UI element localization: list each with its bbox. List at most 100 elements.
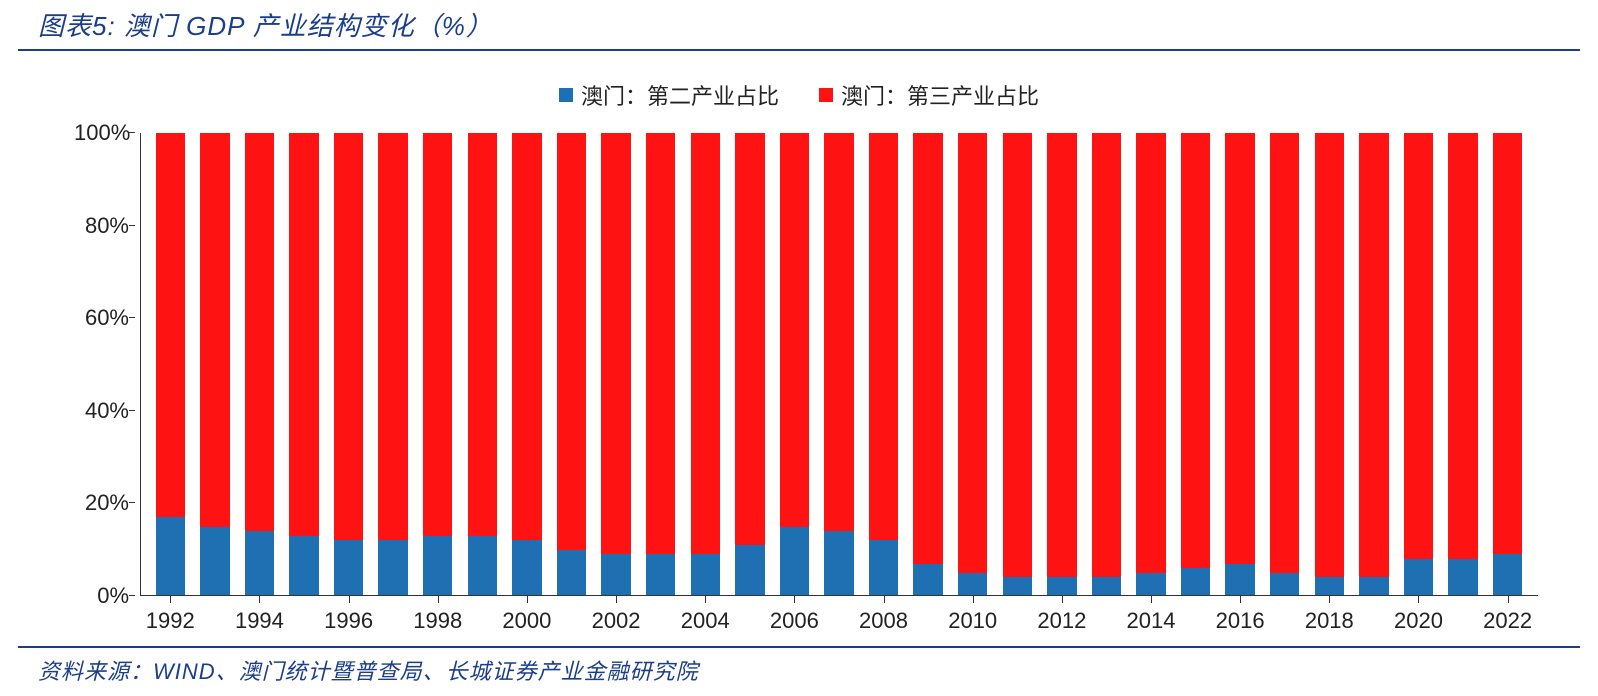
stacked-bar: [958, 133, 987, 596]
bar-segment-secondary: [245, 531, 274, 596]
bar-segment-tertiary: [468, 133, 497, 536]
bar-slot: 1992: [148, 133, 193, 596]
x-axis-line: [140, 595, 1538, 596]
y-axis: 0%20%40%60%80%100%: [80, 133, 135, 596]
bar-segment-tertiary: [289, 133, 318, 536]
bar-segment-tertiary: [1359, 133, 1388, 577]
bar-segment-secondary: [1181, 568, 1210, 596]
bar-slot: [638, 133, 683, 596]
y-tick-label: 60%: [74, 305, 129, 331]
stacked-bar: [1493, 133, 1522, 596]
bar-slot: 2000: [505, 133, 550, 596]
stacked-bar: [1047, 133, 1076, 596]
x-tick-label: 2000: [502, 608, 551, 634]
stacked-bar: [780, 133, 809, 596]
bar-slot: [371, 133, 416, 596]
bar-segment-tertiary: [156, 133, 185, 517]
stacked-bar: [334, 133, 363, 596]
bars-container: 1992199419961998200020022004200620082010…: [140, 133, 1538, 596]
bar-segment-tertiary: [735, 133, 764, 545]
bar-slot: 2002: [594, 133, 639, 596]
stacked-bar: [1359, 133, 1388, 596]
bar-segment-tertiary: [1225, 133, 1254, 564]
bar-segment-secondary: [913, 564, 942, 596]
stacked-bar: [646, 133, 675, 596]
stacked-bar: [1404, 133, 1433, 596]
bar-slot: 1998: [415, 133, 460, 596]
x-tick-mark: [1062, 596, 1063, 603]
bar-slot: [906, 133, 951, 596]
stacked-bar: [824, 133, 853, 596]
x-tick-label: 2002: [592, 608, 641, 634]
bar-slot: [549, 133, 594, 596]
bar-segment-tertiary: [1493, 133, 1522, 554]
bar-segment-tertiary: [557, 133, 586, 550]
x-tick-mark: [259, 596, 260, 603]
stacked-bar: [1092, 133, 1121, 596]
bar-segment-secondary: [334, 540, 363, 596]
stacked-bar: [557, 133, 586, 596]
bar-segment-tertiary: [334, 133, 363, 540]
bar-slot: 2006: [772, 133, 817, 596]
bar-segment-tertiary: [1136, 133, 1165, 573]
bar-segment-tertiary: [1448, 133, 1477, 559]
bar-segment-tertiary: [869, 133, 898, 540]
bar-segment-tertiary: [1270, 133, 1299, 573]
bar-slot: [1262, 133, 1307, 596]
bar-segment-tertiary: [958, 133, 987, 573]
x-tick-mark: [794, 596, 795, 603]
stacked-bar: [512, 133, 541, 596]
x-tick-label: 2016: [1216, 608, 1265, 634]
legend-item-secondary: 澳门：第二产业占比: [559, 79, 779, 111]
x-tick-mark: [705, 596, 706, 603]
bar-segment-tertiary: [423, 133, 452, 536]
stacked-bar: [1225, 133, 1254, 596]
x-tick-label: 2012: [1037, 608, 1086, 634]
bar-segment-tertiary: [1092, 133, 1121, 577]
x-tick-label: 2018: [1305, 608, 1354, 634]
stacked-bar: [1315, 133, 1344, 596]
title-bar: 图表5: 澳门 GDP 产业结构变化（%）: [18, 0, 1580, 51]
x-tick-label: 2008: [859, 608, 908, 634]
bar-segment-tertiary: [913, 133, 942, 564]
x-tick-label: 2004: [681, 608, 730, 634]
bar-segment-secondary: [1448, 559, 1477, 596]
bar-segment-secondary: [1047, 577, 1076, 596]
bar-segment-secondary: [646, 554, 675, 596]
stacked-bar: [913, 133, 942, 596]
bar-slot: 2004: [683, 133, 728, 596]
bar-segment-secondary: [958, 573, 987, 596]
x-tick-mark: [1508, 596, 1509, 603]
legend-label: 澳门：第二产业占比: [581, 79, 779, 111]
bar-segment-tertiary: [1047, 133, 1076, 577]
bar-slot: 2012: [1040, 133, 1085, 596]
bar-segment-tertiary: [1003, 133, 1032, 577]
bar-segment-tertiary: [1315, 133, 1344, 577]
bar-segment-secondary: [1404, 559, 1433, 596]
y-tick-label: 0%: [74, 583, 129, 609]
stacked-bar: [1003, 133, 1032, 596]
legend-item-tertiary: 澳门：第三产业占比: [819, 79, 1039, 111]
bar-slot: 2022: [1485, 133, 1530, 596]
bar-slot: 2010: [950, 133, 995, 596]
bar-segment-secondary: [557, 550, 586, 596]
bar-segment-secondary: [1493, 554, 1522, 596]
stacked-bar: [1136, 133, 1165, 596]
y-tick-label: 40%: [74, 398, 129, 424]
x-tick-mark: [438, 596, 439, 603]
legend-swatch-icon: [819, 88, 833, 102]
bar-slot: [1352, 133, 1397, 596]
bar-segment-secondary: [780, 527, 809, 596]
x-tick-mark: [1329, 596, 1330, 603]
bar-segment-secondary: [200, 527, 229, 596]
stacked-bar: [1181, 133, 1210, 596]
stacked-bar: [289, 133, 318, 596]
bar-segment-tertiary: [646, 133, 675, 554]
stacked-bar: [1270, 133, 1299, 596]
bar-segment-tertiary: [691, 133, 720, 554]
bar-slot: 2014: [1129, 133, 1174, 596]
x-tick-label: 1994: [235, 608, 284, 634]
chart-area: 0%20%40%60%80%100% 199219941996199820002…: [80, 123, 1558, 646]
bar-segment-secondary: [156, 517, 185, 596]
x-tick-label: 1992: [146, 608, 195, 634]
